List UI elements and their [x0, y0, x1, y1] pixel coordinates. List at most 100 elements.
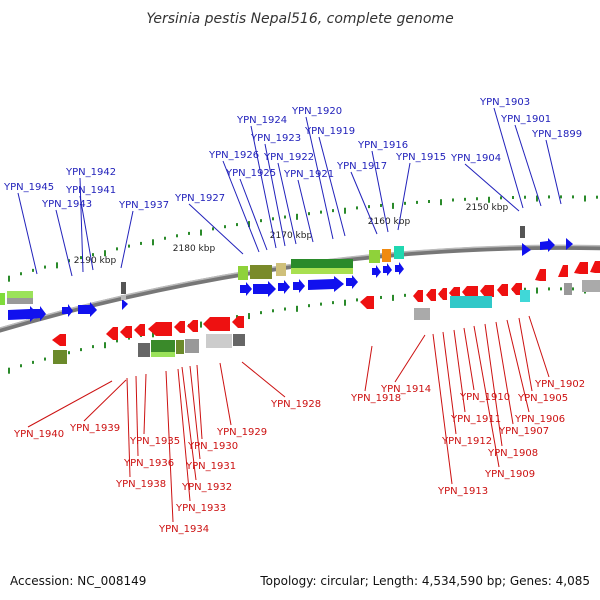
tick-mark — [548, 195, 550, 199]
tick-mark — [296, 305, 298, 312]
gene-label-ypn-1932: YPN_1932 — [181, 482, 232, 493]
annotation-block — [7, 291, 33, 298]
gene-label-ypn-1909: YPN_1909 — [484, 469, 535, 480]
label-leader-line — [518, 317, 533, 392]
tick-mark — [248, 221, 250, 228]
gene-arrow — [360, 296, 374, 309]
tick-mark — [20, 364, 22, 368]
tick-mark — [392, 202, 394, 209]
tick-mark — [368, 205, 370, 209]
gene-label-ypn-1914: YPN_1914 — [380, 384, 431, 395]
tick-mark — [536, 195, 538, 202]
gene-label-ypn-1908: YPN_1908 — [487, 448, 538, 459]
gene-arrow — [8, 306, 38, 322]
gene-label-ypn-1936: YPN_1936 — [123, 458, 174, 469]
gene-arrow — [134, 324, 145, 336]
tick-mark — [80, 348, 82, 352]
tick-mark — [128, 244, 130, 248]
gene-arrow — [293, 279, 305, 293]
tick-mark — [356, 206, 358, 210]
gene-arrow — [522, 243, 531, 256]
scale-label-2180: 2180 kbp — [173, 244, 216, 254]
tick-mark — [272, 309, 274, 313]
label-leader-line — [27, 380, 113, 428]
gene-label-ypn-1915: YPN_1915 — [395, 152, 446, 163]
tick-mark — [176, 234, 178, 238]
tick-mark — [68, 259, 70, 263]
gene-label-ypn-1903: YPN_1903 — [479, 97, 530, 108]
tick-mark — [428, 200, 430, 204]
gene-label-ypn-1905: YPN_1905 — [517, 393, 568, 404]
label-leader-line — [83, 379, 127, 422]
tick-mark — [380, 203, 382, 207]
tick-mark — [416, 200, 418, 204]
gene-label-ypn-1904: YPN_1904 — [450, 153, 501, 164]
tick-mark — [8, 367, 10, 374]
gene-label-ypn-1902: YPN_1902 — [534, 379, 585, 390]
gene-arrow — [540, 238, 555, 252]
annotation-block — [276, 263, 286, 276]
annotation-block — [151, 352, 175, 357]
gene-label-ypn-1945: YPN_1945 — [3, 182, 54, 193]
tick-mark — [44, 265, 46, 269]
label-leader-line — [453, 329, 466, 413]
upper-tick-ring — [8, 195, 598, 282]
tick-mark — [380, 295, 382, 299]
gene-arrow — [480, 285, 494, 297]
gene-label-ypn-1940: YPN_1940 — [13, 429, 64, 440]
tick-mark — [236, 223, 238, 227]
gene-arrow — [535, 269, 546, 281]
gene-label-ypn-1928: YPN_1928 — [270, 399, 321, 410]
gene-label-ypn-1941: YPN_1941 — [65, 185, 116, 196]
tick-mark — [404, 201, 406, 205]
tick-mark — [284, 307, 286, 311]
label-leader-line — [371, 150, 389, 233]
tick-mark — [560, 287, 562, 291]
tick-mark — [320, 210, 322, 214]
gene-label-ypn-1934: YPN_1934 — [158, 524, 209, 535]
tick-mark — [20, 272, 22, 276]
annotation-block — [582, 280, 600, 292]
label-leader-line — [506, 319, 530, 413]
label-leader-line — [484, 323, 503, 447]
annotation-block — [250, 265, 272, 279]
gene-label-ypn-1937: YPN_1937 — [118, 200, 169, 211]
gene-arrow — [78, 302, 97, 317]
gene-arrow — [590, 261, 600, 273]
tick-mark — [236, 315, 238, 319]
tick-mark — [44, 357, 46, 361]
annotation-block — [394, 246, 404, 259]
gene-arrow — [240, 282, 252, 296]
gene-label-ypn-1924: YPN_1924 — [236, 115, 287, 126]
gene-label-ypn-1922: YPN_1922 — [263, 152, 314, 163]
gene-label-ypn-1925: YPN_1925 — [225, 168, 276, 179]
genome-stats-text: Topology: circular; Length: 4,534,590 bp… — [260, 574, 590, 588]
label-leader-line — [250, 125, 277, 249]
tick-mark — [284, 215, 286, 219]
tick-mark — [92, 253, 94, 257]
gene-label-ypn-1906: YPN_1906 — [514, 414, 565, 425]
tick-mark — [152, 331, 154, 338]
tick-mark — [260, 219, 262, 223]
annotation-blocks — [0, 226, 600, 364]
tick-mark — [572, 287, 574, 291]
label-leader-line — [264, 143, 286, 247]
tick-mark — [248, 313, 250, 320]
gene-label-ypn-1912: YPN_1912 — [441, 436, 492, 447]
tick-mark — [392, 294, 394, 301]
tick-mark — [164, 236, 166, 240]
map-title: Yersinia pestis Nepal516, complete genom… — [146, 11, 453, 27]
tick-mark — [308, 304, 310, 308]
gene-arrow — [308, 276, 344, 292]
reverse-label-leaders — [27, 315, 550, 523]
gene-label-ypn-1911: YPN_1911 — [450, 414, 501, 425]
gene-arrow — [346, 275, 358, 289]
tick-mark — [8, 275, 10, 282]
label-leader-line — [241, 361, 286, 398]
tick-mark — [224, 225, 226, 229]
annotation-block — [238, 266, 248, 280]
tick-mark — [260, 311, 262, 315]
tick-mark — [440, 199, 442, 206]
annotation-block — [53, 350, 67, 364]
gene-label-ypn-1929: YPN_1929 — [216, 427, 267, 438]
